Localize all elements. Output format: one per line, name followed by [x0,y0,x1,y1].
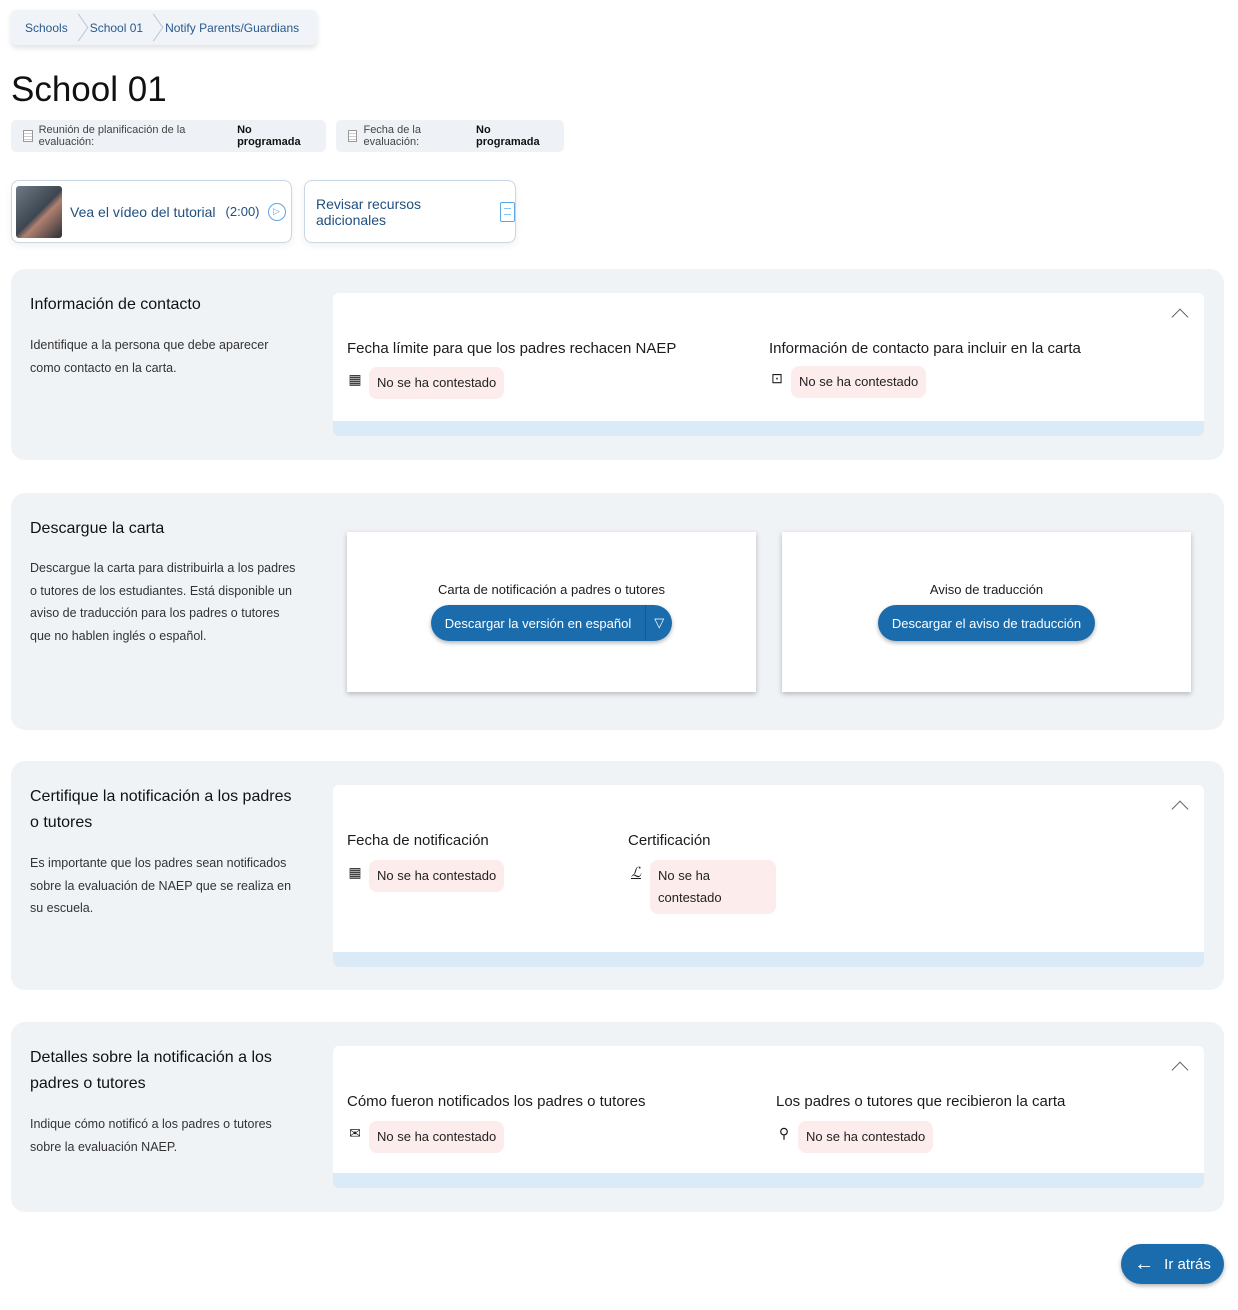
dropdown-toggle[interactable]: ▽ [645,605,672,641]
person-icon: ⚲ [778,1125,790,1141]
button-label: Ir atrás [1164,1255,1211,1273]
collapse-chevron-icon[interactable] [1171,1061,1189,1079]
breadcrumb-schools[interactable]: Schools [25,20,68,35]
go-back-button[interactable]: ← Ir atrás [1121,1244,1224,1284]
assessment-date-status: Fecha de la evaluación: No programada [336,120,564,152]
notification-details-card: Cómo fueron notificados los padres o tut… [333,1046,1204,1188]
envelope-icon: ✉ [349,1125,361,1141]
status-label: Fecha de la evaluación: [363,124,421,148]
additional-resources-link[interactable]: Revisar recursos adicionales [304,180,516,243]
section-title: Descargue la carta [30,520,165,537]
download-letter-section: Descargue la carta Descargue la carta pa… [11,493,1224,730]
chevron-right-icon [74,10,84,45]
section-title: Información de contacto [30,296,201,313]
field-label: Fecha límite para que los padres rechace… [347,340,677,357]
breadcrumb: Schools School 01 Notify Parents/Guardia… [11,10,318,45]
document-icon [500,201,515,222]
notification-method-answer[interactable]: ✉ No se ha contestado [347,1121,505,1153]
download-spanish-split-button: Descargar la versión en español ▽ [430,605,673,641]
field-label: Información de contacto para incluir en … [769,340,1081,357]
video-duration: (2:00) [225,204,260,219]
translation-notice-card: Aviso de traducción Descargar el aviso d… [782,532,1191,692]
chevron-right-icon [149,10,159,45]
breadcrumb-current: Notify Parents/Guardians [165,20,300,35]
certification-answer[interactable]: ℒ No se ha contestado [628,860,776,914]
field-label: Los padres o tutores que recibieron la c… [776,1093,1066,1110]
section-title: Detalles sobre la notificación a los pad… [30,1049,272,1092]
caret-down-icon: ▽ [654,615,665,630]
field-label: Certificación [628,832,711,849]
card-title: Carta de notificación a padres o tutores [438,582,665,597]
calendar-icon: ▦ [348,864,362,880]
tutorial-video-link[interactable]: Vea el vídeo del tutorial (2:00) ▷ [11,180,292,243]
contact-info-card: Fecha límite para que los padres rechace… [333,293,1204,436]
card-footer-bar [333,952,1204,967]
unanswered-badge: No se ha contestado [798,1121,934,1153]
unanswered-badge: No se ha contestado [791,366,927,398]
unanswered-badge: No se ha contestado [369,367,505,399]
field-label: Fecha de notificación [347,832,489,849]
breadcrumb-school[interactable]: School 01 [89,20,144,35]
card-footer-bar [333,1173,1204,1188]
notification-date-answer[interactable]: ▦ No se ha contestado [347,860,505,892]
play-icon: ▷ [267,202,286,221]
calendar-icon [348,130,358,142]
notification-details-section: Detalles sobre la notificación a los pad… [11,1022,1224,1212]
certify-card: Fecha de notificación ▦ No se ha contesta… [333,785,1204,967]
card-title: Aviso de traducción [929,582,1044,597]
collapse-chevron-icon[interactable] [1171,800,1189,818]
unanswered-badge: No se ha contestado [369,1121,505,1153]
download-translation-button[interactable]: Descargar el aviso de traducción [877,605,1096,641]
button-label: Descargar el aviso de traducción [891,615,1082,631]
section-description: Identifique a la persona que debe aparec… [30,338,269,375]
card-footer-bar [333,421,1204,436]
calendar-icon [23,130,33,142]
arrow-left-icon: ← [1134,1252,1155,1275]
planning-meeting-status: Reunión de planificación de la evaluació… [11,120,326,152]
status-value: No programada [476,124,540,148]
page-title: School 01 [11,70,167,109]
contact-answer[interactable]: ⊡ No se ha contestado [769,366,927,398]
unanswered-badge: No se ha contestado [650,860,776,914]
contact-info-section: Información de contacto Identifique a la… [11,269,1224,460]
unanswered-badge: No se ha contestado [369,860,505,892]
collapse-chevron-icon[interactable] [1171,308,1189,326]
video-label: Vea el vídeo del tutorial [70,203,216,220]
status-label: Reunión de planificación de la evaluació… [38,124,186,148]
section-description: Descargue la carta para distribuirla a l… [30,561,296,643]
video-thumbnail [16,185,62,238]
signature-icon: ℒ [630,864,642,880]
section-title: Certifique la notificación a los padres … [30,788,292,831]
letter-recipients-answer[interactable]: ⚲ No se ha contestado [776,1121,934,1153]
section-description: Es importante que los padres sean notifi… [30,856,292,915]
section-description: Indique cómo notificó a los padres o tut… [30,1117,272,1154]
contact-card-icon: ⊡ [771,370,783,386]
status-value: No programada [237,124,301,148]
field-label: Cómo fueron notificados los padres o tut… [347,1093,646,1110]
certify-notification-section: Certifique la notificación a los padres … [11,761,1224,990]
notification-letter-card: Carta de notificación a padres o tutores… [347,532,756,692]
deadline-answer[interactable]: ▦ No se ha contestado [347,367,505,399]
download-spanish-button[interactable]: Descargar la versión en español [444,615,632,631]
calendar-icon: ▦ [348,371,362,387]
resources-label: Revisar recursos adicionales [316,195,422,228]
